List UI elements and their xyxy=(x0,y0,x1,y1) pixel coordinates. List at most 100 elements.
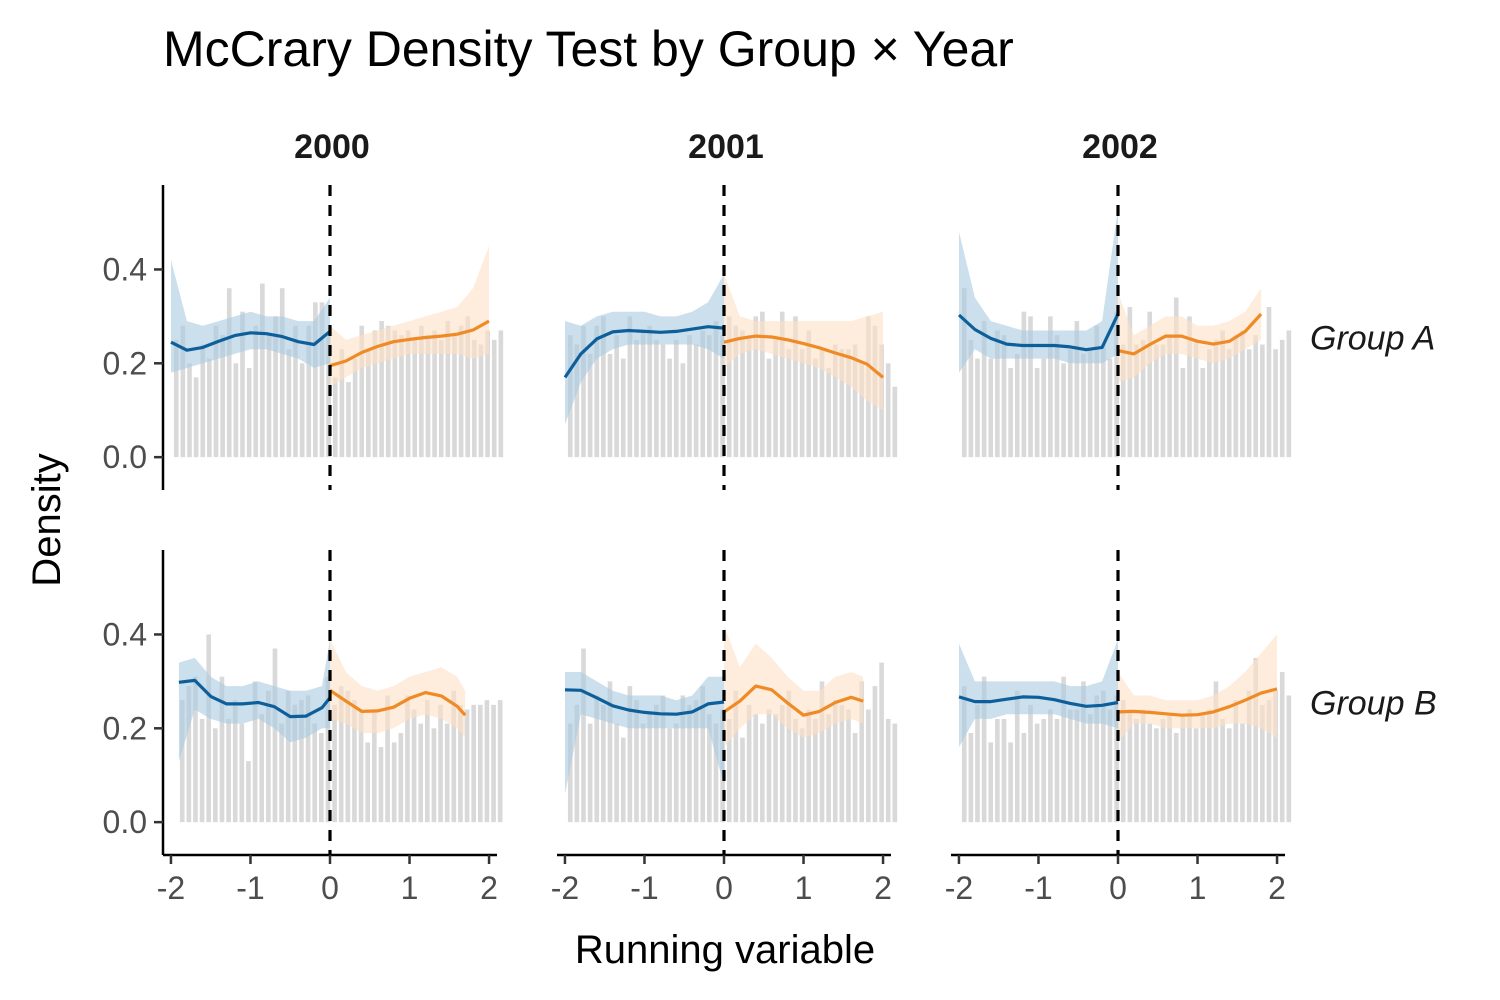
histogram-bar xyxy=(587,353,593,458)
histogram-bar xyxy=(773,339,778,458)
histogram-bar xyxy=(700,330,706,458)
histogram-bar xyxy=(846,349,851,458)
histogram-bar xyxy=(1233,700,1239,823)
histogram-bar xyxy=(1067,709,1073,823)
histogram-bar xyxy=(700,686,706,823)
histogram-bar xyxy=(961,288,967,458)
histogram-bar xyxy=(484,700,490,823)
histogram-bar xyxy=(733,690,739,823)
histogram-bar xyxy=(1253,657,1259,823)
histogram-bar xyxy=(365,742,371,823)
histogram-bar xyxy=(1187,709,1192,823)
histogram-bar xyxy=(832,700,838,823)
histogram-bar xyxy=(1154,344,1159,458)
histogram-bar xyxy=(1154,728,1159,823)
facet-row-label: Group A xyxy=(1310,320,1435,358)
histogram-bar xyxy=(213,325,219,458)
histogram-bar xyxy=(1081,681,1086,823)
histogram-bar xyxy=(1001,718,1007,823)
histogram-bar xyxy=(1101,344,1106,458)
histogram-bar xyxy=(1114,311,1119,458)
histogram-bar xyxy=(1147,311,1153,458)
histogram-bar xyxy=(885,363,891,458)
histogram-bar xyxy=(852,733,858,823)
histogram-bar xyxy=(839,704,845,823)
x-tick-label: 0 xyxy=(1109,870,1127,906)
histogram-bar xyxy=(760,311,765,458)
histogram-bar xyxy=(1140,339,1146,458)
histogram-bar xyxy=(193,377,199,458)
histogram-bar xyxy=(1120,344,1126,458)
histogram-bar xyxy=(786,690,792,823)
histogram-bar xyxy=(193,676,198,823)
histogram-bar xyxy=(601,316,606,458)
histogram-bar xyxy=(491,339,497,458)
left-confidence-band xyxy=(959,639,1118,748)
histogram-bar xyxy=(680,695,686,823)
histogram-bar xyxy=(438,339,444,458)
histogram-bar xyxy=(200,344,206,458)
x-tick-label: 1 xyxy=(795,870,813,906)
histogram-bar xyxy=(1028,704,1033,823)
histogram-bar xyxy=(779,704,785,823)
histogram-bar xyxy=(418,723,424,823)
histogram-bar xyxy=(879,662,884,823)
histogram-bar xyxy=(634,700,639,823)
x-tick-label: 0 xyxy=(715,870,733,906)
histogram-bar xyxy=(220,335,225,458)
histogram-bar xyxy=(498,330,504,458)
histogram-bar xyxy=(594,325,600,458)
histogram-bar xyxy=(1120,700,1126,823)
histogram-bar xyxy=(1279,672,1285,823)
histogram-bar xyxy=(359,325,365,458)
histogram-bar xyxy=(391,742,397,823)
histogram-bar xyxy=(819,681,825,823)
histogram-bar xyxy=(385,695,390,823)
histogram-bar xyxy=(581,325,586,458)
histogram-bar xyxy=(319,302,325,458)
histogram-bar xyxy=(1180,714,1186,823)
histogram-bar xyxy=(766,358,772,458)
histogram-bar xyxy=(753,714,759,823)
y-tick-label: 0.0 xyxy=(103,439,147,475)
histogram-bar xyxy=(607,681,613,823)
histogram-bar xyxy=(491,704,496,823)
histogram-bar xyxy=(338,686,344,823)
histogram-bar xyxy=(246,368,252,458)
histogram-bar xyxy=(1260,344,1265,458)
histogram-bar xyxy=(392,330,398,458)
histogram-bar xyxy=(425,335,431,458)
histogram-bar xyxy=(806,709,812,823)
histogram-bar xyxy=(634,339,639,458)
histogram-bar xyxy=(497,700,503,823)
histogram-bar xyxy=(1061,676,1066,823)
histogram-bar xyxy=(813,718,818,823)
histogram-bar xyxy=(1034,368,1040,458)
right-confidence-band xyxy=(1118,634,1277,743)
histogram-bar xyxy=(1266,307,1272,458)
histogram-bar xyxy=(1207,349,1212,458)
histogram-bar xyxy=(451,690,457,823)
histogram-bar xyxy=(478,344,484,458)
histogram-bar xyxy=(1187,316,1192,458)
histogram-bar xyxy=(975,704,980,823)
facet-strip-label: 2000 xyxy=(294,128,370,166)
histogram-bar xyxy=(266,690,271,823)
histogram-bar xyxy=(465,316,471,458)
histogram-bar xyxy=(1021,733,1027,823)
histogram-bar xyxy=(1273,349,1278,458)
right-confidence-band xyxy=(1118,288,1262,383)
histogram-bar xyxy=(654,704,659,823)
histogram-bar xyxy=(726,718,732,823)
histogram-bar xyxy=(372,330,378,458)
histogram-bar xyxy=(733,325,739,458)
histogram-bar xyxy=(266,335,272,458)
histogram-bar xyxy=(1087,349,1093,458)
histogram-bar xyxy=(1041,358,1047,458)
histogram-bar xyxy=(680,363,686,458)
histogram-bar xyxy=(273,316,278,458)
histogram-bar xyxy=(464,709,470,823)
y-tick-label: 0.4 xyxy=(103,616,147,652)
histogram-bar xyxy=(627,316,633,458)
histogram-bar xyxy=(614,723,619,823)
